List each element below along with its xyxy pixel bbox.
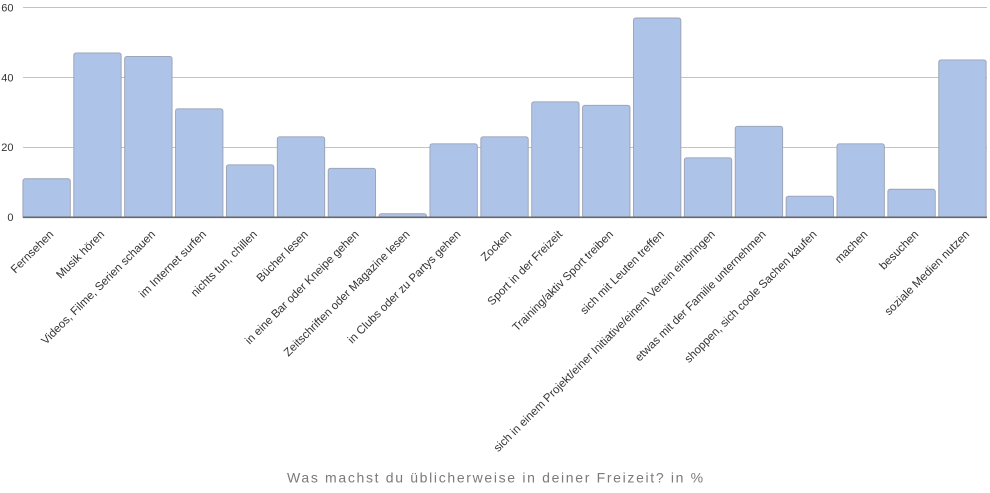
svg-text:Training/aktiv Sport treiben: Training/aktiv Sport treiben	[511, 229, 616, 334]
svg-text:sich mit Leuten treffen: sich mit Leuten treffen	[579, 229, 667, 317]
svg-text:Fernsehen: Fernsehen	[9, 229, 56, 276]
svg-text:40: 40	[1, 72, 13, 84]
svg-text:in Clubs oder zu Partys gehen: in Clubs oder zu Partys gehen	[346, 229, 463, 346]
svg-text:0: 0	[7, 212, 13, 224]
svg-text:Bücher lesen: Bücher lesen	[255, 229, 311, 285]
svg-text:Musik hören: Musik hören	[54, 229, 107, 282]
svg-text:soziale Medien nutzen: soziale Medien nutzen	[883, 229, 972, 318]
svg-text:machen: machen	[833, 229, 870, 266]
svg-text:besuchen: besuchen	[878, 229, 922, 273]
svg-text:Zocken: Zocken	[479, 229, 514, 264]
svg-text:Was machst du üblicherweise in: Was machst du üblicherweise in deiner Fr…	[287, 469, 705, 485]
svg-text:60: 60	[1, 2, 13, 14]
svg-text:20: 20	[1, 142, 13, 154]
